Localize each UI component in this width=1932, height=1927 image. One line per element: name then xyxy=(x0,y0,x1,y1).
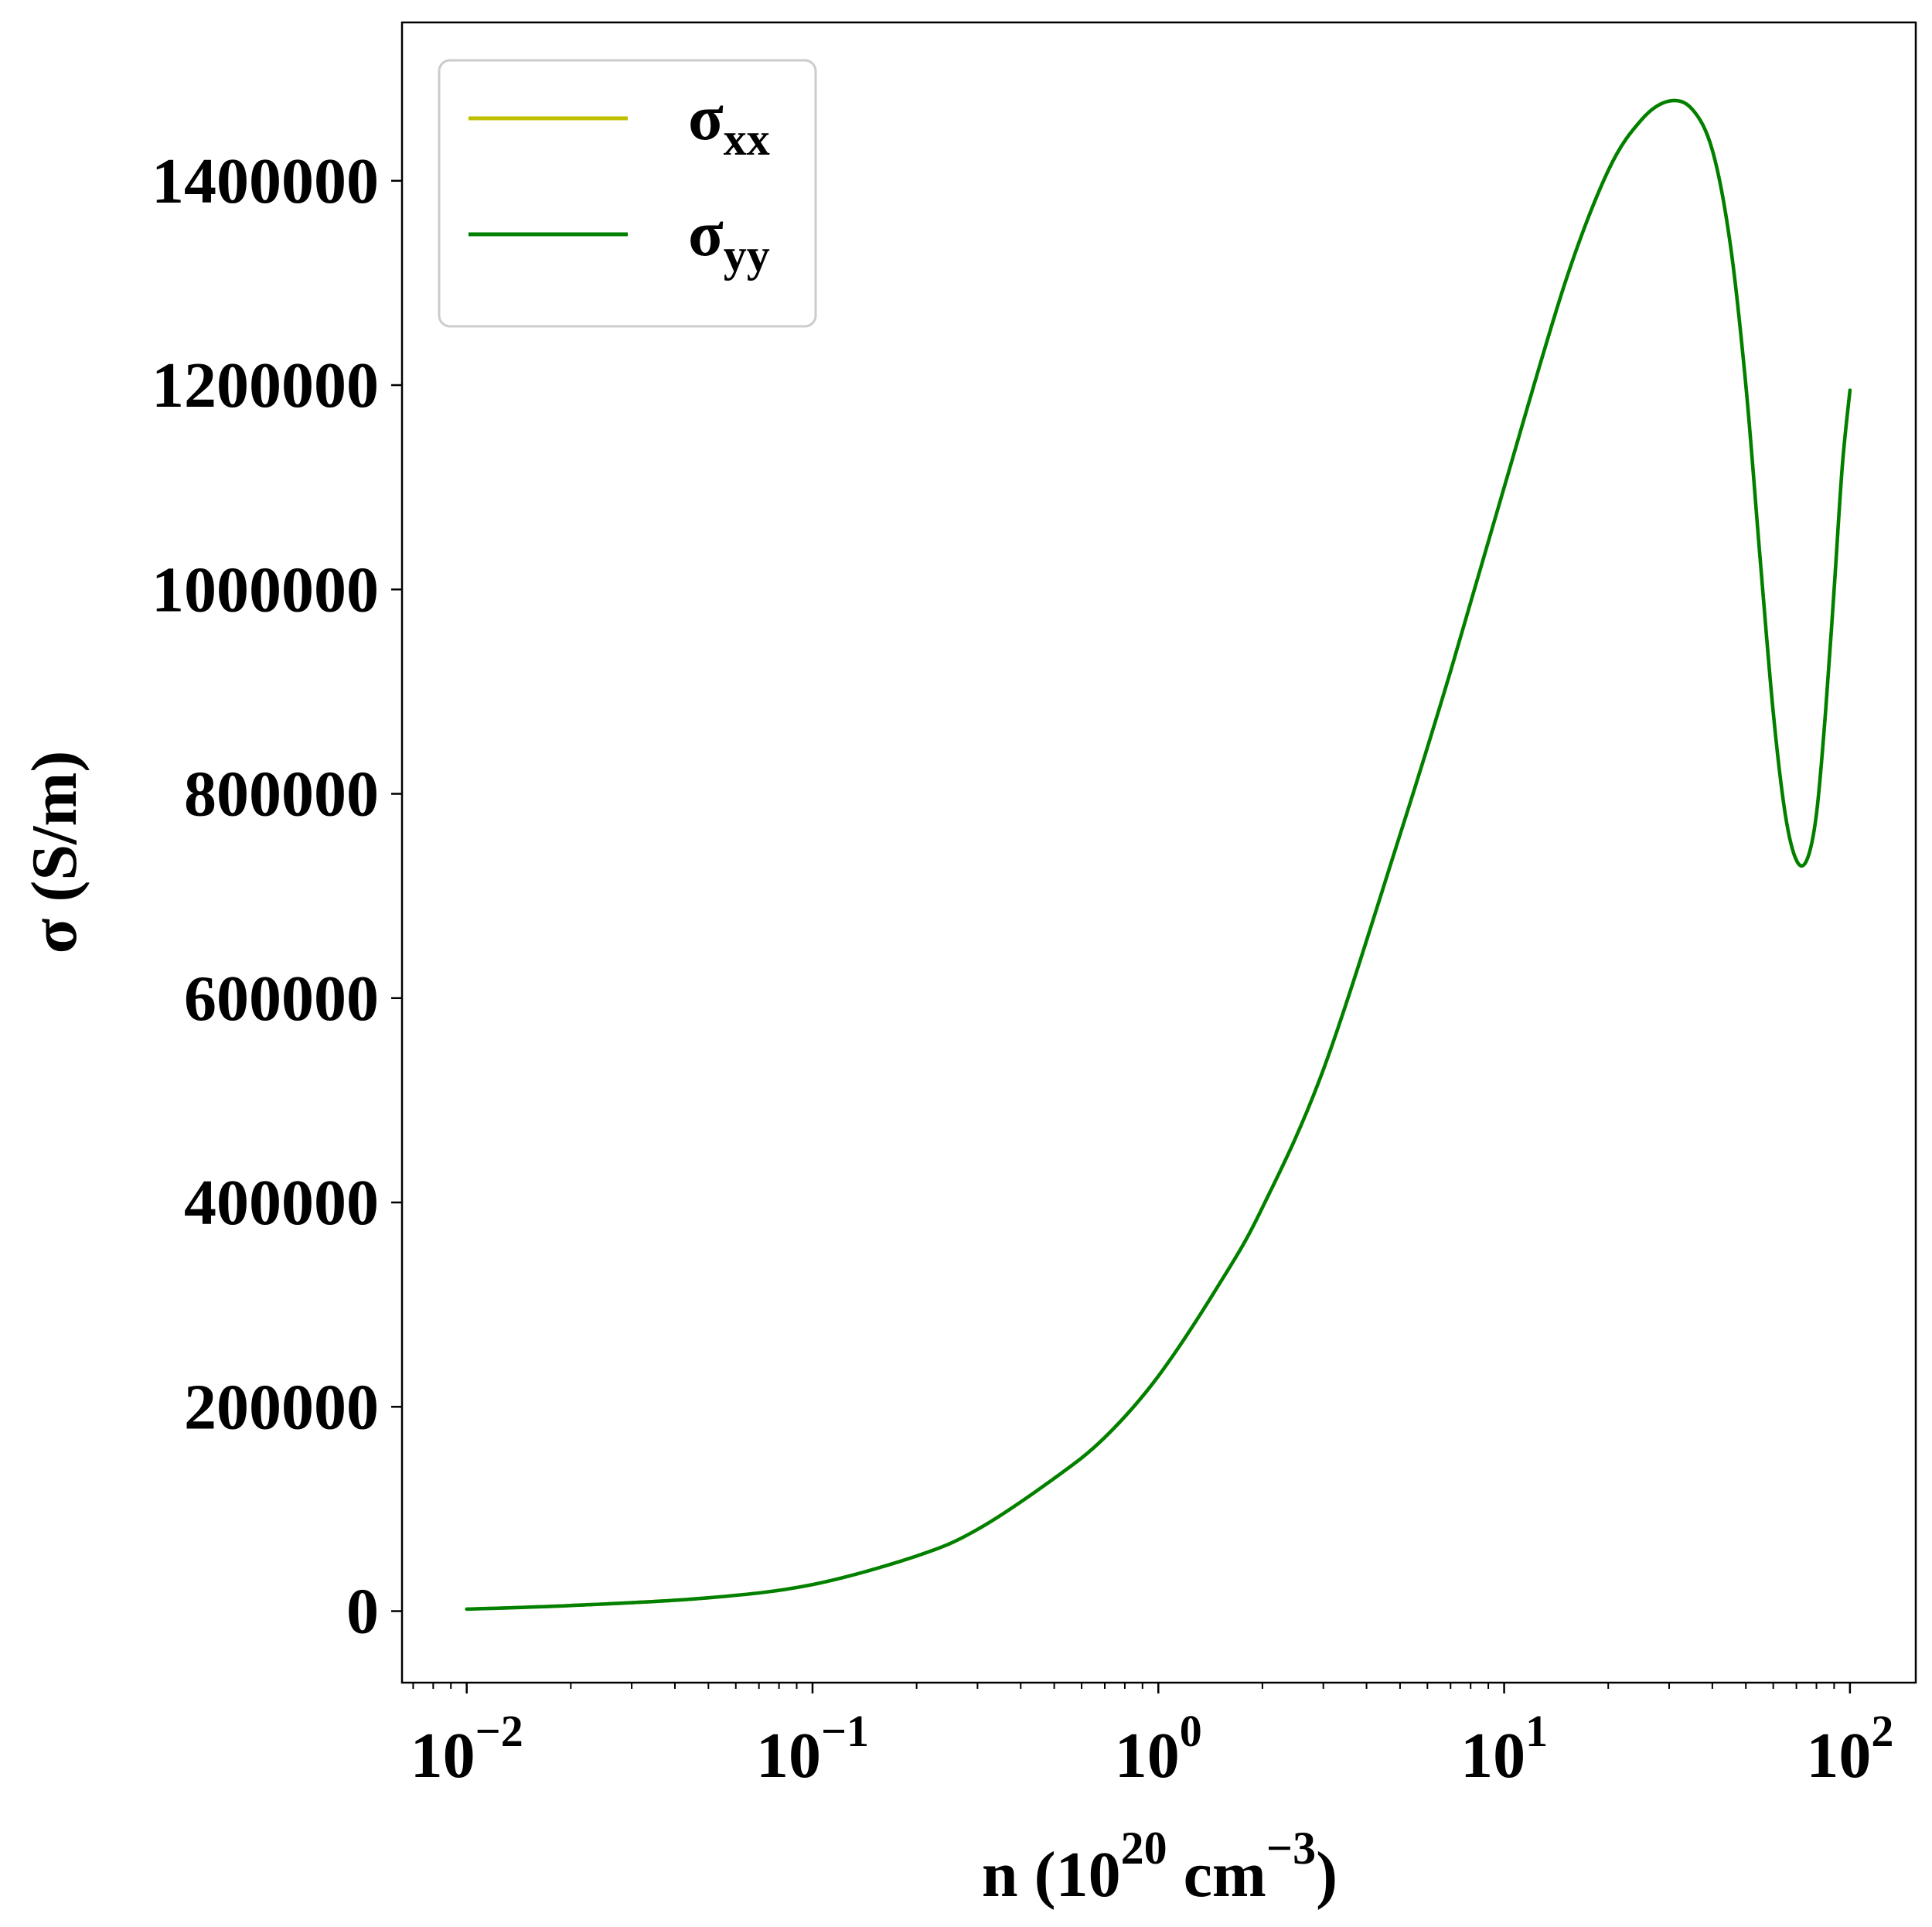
legend-frame xyxy=(438,59,817,328)
x-tick-label: 10−2 xyxy=(411,1706,523,1792)
legend-label-sigma-xx-sub: xx xyxy=(724,114,770,165)
x-tick-label: 101 xyxy=(1460,1706,1548,1792)
legend-label-sigma-yy-main: σ xyxy=(688,198,724,270)
x-axis-title-base: n (10 xyxy=(982,1839,1121,1911)
x-axis-title-end: ) xyxy=(1316,1839,1337,1911)
y-tick-label: 1400000 xyxy=(152,145,379,217)
x-axis: 10−2 10−1 100 101 102 xyxy=(411,1683,1893,1792)
x-axis-title-mid: cm xyxy=(1167,1839,1266,1911)
legend-label-sigma-xx-main: σ xyxy=(688,82,724,154)
legend-label-sigma-yy: σyy xyxy=(688,198,770,281)
x-tick-label: 102 xyxy=(1806,1706,1893,1792)
y-tick-label: 0 xyxy=(346,1576,379,1648)
legend-label-sigma-yy-sub: yy xyxy=(724,230,770,281)
series-line-sigma-yy xyxy=(465,98,1852,1612)
x-tick-label: 10−1 xyxy=(756,1706,869,1792)
y-axis-title: σ (S/m) xyxy=(19,751,90,954)
y-tick-label: 1200000 xyxy=(152,350,379,421)
x-axis-title: n (1020 cm−3) xyxy=(982,1823,1337,1911)
y-tick-label: 200000 xyxy=(184,1371,379,1443)
y-tick-label: 800000 xyxy=(184,759,379,830)
series-lines xyxy=(465,98,1852,1612)
x-axis-title-sup1: 20 xyxy=(1121,1823,1167,1874)
y-tick-label: 600000 xyxy=(184,963,379,1035)
x-axis-title-sup2: −3 xyxy=(1266,1823,1316,1874)
legend: σxx σyy xyxy=(438,59,817,328)
y-axis: 0 200000 400000 600000 800000 1000000 1200000 1… xyxy=(152,145,402,1648)
legend-label-sigma-xx: σxx xyxy=(688,82,770,165)
x-tick-label: 100 xyxy=(1115,1706,1202,1792)
y-tick-label: 1000000 xyxy=(152,554,379,626)
y-tick-label: 400000 xyxy=(184,1167,379,1239)
